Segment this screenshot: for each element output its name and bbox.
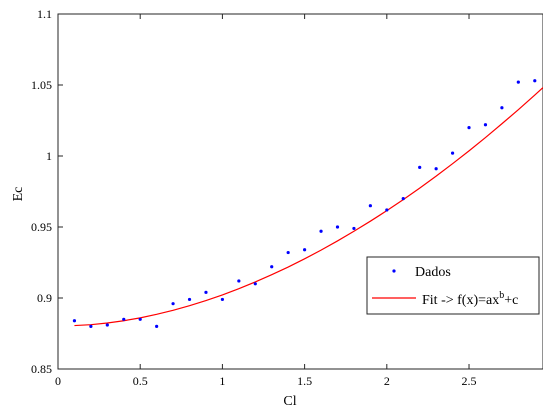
y-axis-label: Ec <box>11 187 26 202</box>
data-point <box>122 317 126 321</box>
data-point <box>418 165 422 169</box>
legend-box <box>366 256 540 315</box>
data-point <box>483 123 488 127</box>
y-tick-label: 0.9 <box>37 291 52 305</box>
legend-fit-suffix: +c <box>504 293 518 308</box>
data-point <box>335 225 340 229</box>
x-tick-label: 2 <box>384 374 390 388</box>
x-tick-label: 0.5 <box>133 374 148 388</box>
y-tick-label: 0.95 <box>31 220 52 234</box>
x-tick-label: 2.5 <box>462 374 477 388</box>
data-point <box>204 290 208 294</box>
x-tick-label: 1 <box>219 374 225 388</box>
y-tick-label: 1.05 <box>31 78 52 92</box>
data-point <box>434 167 438 171</box>
plot-area <box>57 13 543 370</box>
x-axis-label: Cl <box>283 394 296 409</box>
data-point <box>286 250 290 255</box>
data-point <box>138 317 142 321</box>
data-point <box>253 282 257 286</box>
y-tick-label: 1 <box>46 149 52 163</box>
y-axis-ticks: 0.85 0.9 0.95 1 1.05 1.1 <box>31 7 63 376</box>
data-point <box>171 302 175 306</box>
x-axis-ticks: 0 0.5 1 1.5 2 2.5 <box>55 14 477 388</box>
data-point <box>533 79 537 83</box>
data-point <box>155 324 159 328</box>
data-point <box>89 324 93 328</box>
data-point <box>401 197 405 201</box>
x-tick-label: 0 <box>55 374 61 388</box>
data-point <box>516 80 520 84</box>
fit-curve-layer <box>74 87 543 327</box>
legend-marker-dados <box>392 269 396 273</box>
legend-fit-superscript: b <box>499 290 504 301</box>
data-point <box>270 265 274 269</box>
data-point <box>450 151 455 155</box>
data-point <box>187 297 192 302</box>
data-point <box>220 297 225 302</box>
legend: Dados Fit -> f(x)=axb+c <box>366 256 540 315</box>
data-point <box>500 106 504 110</box>
fit-curve <box>74 87 543 327</box>
data-point <box>237 279 241 283</box>
legend-fit-main: Fit -> f(x)=ax <box>422 293 499 308</box>
data-point <box>467 126 471 130</box>
data-point <box>319 229 323 233</box>
data-point <box>352 226 356 231</box>
data-point <box>303 248 307 252</box>
data-point <box>72 319 77 323</box>
data-points-layer <box>72 79 537 328</box>
data-point <box>368 204 372 208</box>
legend-label-fit: Fit -> f(x)=axb+c <box>422 290 518 308</box>
data-point <box>105 323 109 327</box>
y-tick-label: 1.1 <box>37 7 52 21</box>
y-tick-label: 0.85 <box>31 362 52 376</box>
data-point <box>385 208 389 212</box>
x-tick-label: 1.5 <box>297 374 312 388</box>
legend-label-dados: Dados <box>415 265 451 280</box>
